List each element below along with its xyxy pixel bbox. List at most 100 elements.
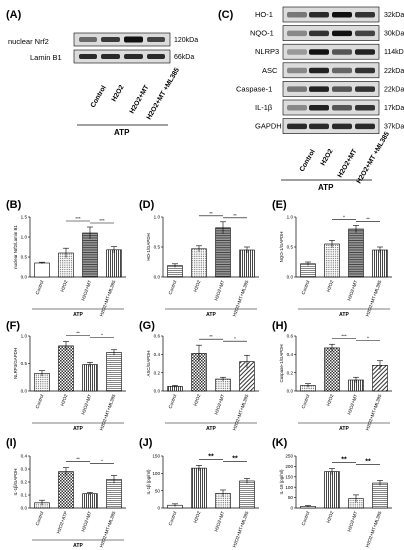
blot-a-kda-1: 66kDa (174, 54, 194, 61)
blot-c: (C) HO-1 32kDa NQO-1 30kDa NLRP3 114kDa ASC 22k… (218, 6, 404, 192)
blot-a-strip-nrf2 (73, 32, 171, 47)
y-tick-label: 0.6 (154, 334, 161, 339)
blot-c-kda: 22kDa (384, 68, 404, 75)
bar (106, 249, 122, 278)
blot-c-cond-3: H2O2+MT +ML385 (356, 131, 391, 185)
chart-i: 0.0 0.1 0.2 0.3 0.4 IL-1β/GAPDH Control H2O2+AT… (13, 454, 126, 549)
chart-k: 0 50 100 150 200 250 IL-18 (pg/ml) Control H2O2 H… (279, 454, 392, 548)
y-tick-label: 100 (152, 471, 160, 476)
blot-c-cond-1: H2O2 (320, 148, 335, 167)
blot-c-band (309, 123, 329, 130)
significance-label: * (101, 459, 103, 464)
y-axis-label: IL-1β (pg/ml) (146, 469, 151, 495)
blot-c-band (332, 86, 352, 92)
y-axis-label: NLRP3/GAPDH (13, 348, 18, 379)
blot-a-row-label-0: nuclear Nrf2 (8, 37, 49, 46)
blot-a-cond-2-text: H2O2+MT (129, 83, 151, 115)
blot-c-row-label: IL-1β (255, 103, 273, 112)
x-tick-label: Control (35, 394, 45, 410)
significance-label: ** (208, 453, 214, 460)
bar-charts: (B) (D) (E) (F) (G) (H) (I) (J) (K) 0.00… (6, 199, 392, 549)
bar (82, 493, 98, 509)
significance-label: ** (209, 211, 213, 216)
blot-c-band (309, 67, 329, 74)
bar (324, 243, 340, 278)
blot-c-band (309, 30, 329, 37)
blot-c-strip (282, 99, 380, 116)
x-tick-label: Control (35, 511, 45, 527)
blot-c-band (332, 12, 352, 18)
blot-a-row-label-1: Lamin B1 (30, 53, 62, 62)
y-tick-label: 250 (285, 454, 293, 459)
y-axis-label: ASC/GAPDH (146, 351, 151, 377)
x-tick-label: H2O2+MT (213, 393, 225, 415)
y-tick-label: 1.0 (154, 215, 161, 220)
panel-label-a: (A) (6, 9, 22, 21)
x-tick-label: Control (168, 511, 178, 527)
blot-c-band (355, 123, 375, 130)
significance-label: *** (99, 218, 105, 223)
y-axis-label: Caspase-1/GAPDH (279, 344, 284, 382)
x-tick-label: H2O2+MT+ML385 (99, 393, 117, 431)
blot-a: (A) nuclear Nrf2 Lamin B1 120kDa 66kDa C… (6, 9, 198, 137)
x-tick-label: Control (301, 280, 311, 296)
blot-c-row-label: ASC (262, 66, 278, 75)
blot-c-kda: 37kDa (384, 124, 404, 131)
x-tick-label: H2O2 (326, 279, 335, 292)
x-tick-label: H2O2+MT (80, 279, 92, 301)
blot-c-band (287, 105, 307, 111)
blot-a-cond-2: H2O2+MT (129, 83, 151, 115)
significance-label: ** (366, 216, 370, 221)
significance-label: ** (233, 213, 237, 218)
significance-label: * (234, 336, 236, 341)
bar (348, 228, 364, 278)
bar (324, 471, 340, 509)
blot-c-row-label: NLRP3 (255, 47, 279, 56)
chart-d: 0.0 0.5 1.0 HO-1/GAPDH Control H2O2 H2O2+MT H2O… (146, 211, 259, 318)
blot-c-band (287, 12, 307, 18)
blot-c-band (287, 30, 307, 37)
blot-c-band (355, 12, 375, 18)
panel-label-g: (G) (139, 320, 155, 332)
x-tick-label: Control (301, 394, 311, 410)
y-tick-label: 200 (285, 464, 293, 469)
x-tick-label: H2O2+MT (80, 393, 92, 415)
blot-c-row-label: GAPDH (255, 122, 282, 131)
significance-label: ** (341, 456, 347, 463)
x-tick-label: H2O2+MT (213, 510, 225, 532)
blot-c-band (309, 105, 329, 111)
x-tick-label: H2O2+MT (346, 393, 358, 415)
x-tick-label: H2O2+MT+ML385 (365, 279, 383, 317)
blot-c-row-label: NQO-1 (250, 29, 274, 38)
y-tick-label: 0 (290, 506, 293, 511)
x-tick-label: H2O2 (326, 393, 335, 406)
x-tick-label: H2O2 (193, 393, 202, 406)
y-tick-label: 0.0 (154, 275, 161, 280)
blot-c-cond-0: Control (299, 148, 317, 173)
blot-c-cond-2: H2O2+MT (337, 147, 359, 179)
panel-label-c: (C) (218, 9, 234, 21)
significance-label: ** (232, 455, 238, 462)
blot-c-strip (282, 81, 380, 97)
x-tick-label: H2O2+MT+ML385 (365, 510, 383, 548)
blot-c-kda: 22kDa (384, 86, 404, 93)
blot-c-kda: 32kDa (384, 12, 404, 19)
blot-c-band (287, 86, 307, 92)
bar (239, 249, 255, 278)
x-tick-label: H2O2+MT (213, 279, 225, 301)
significance-label: ** (76, 331, 80, 336)
significance-label: *** (75, 216, 81, 221)
bar (82, 232, 98, 278)
blot-c-band (309, 49, 329, 55)
y-tick-label: 0.5 (21, 255, 28, 260)
y-tick-label: 0.0 (21, 275, 28, 280)
y-axis-label: IL-1β/GAPDH (13, 469, 18, 496)
significance-label: ** (76, 457, 80, 462)
x-axis-label: ATP (73, 426, 83, 432)
panel-label-f: (F) (6, 320, 20, 332)
y-tick-label: 0.0 (287, 275, 294, 280)
panel-label-d: (D) (139, 199, 155, 211)
blot-c-band (332, 67, 352, 74)
